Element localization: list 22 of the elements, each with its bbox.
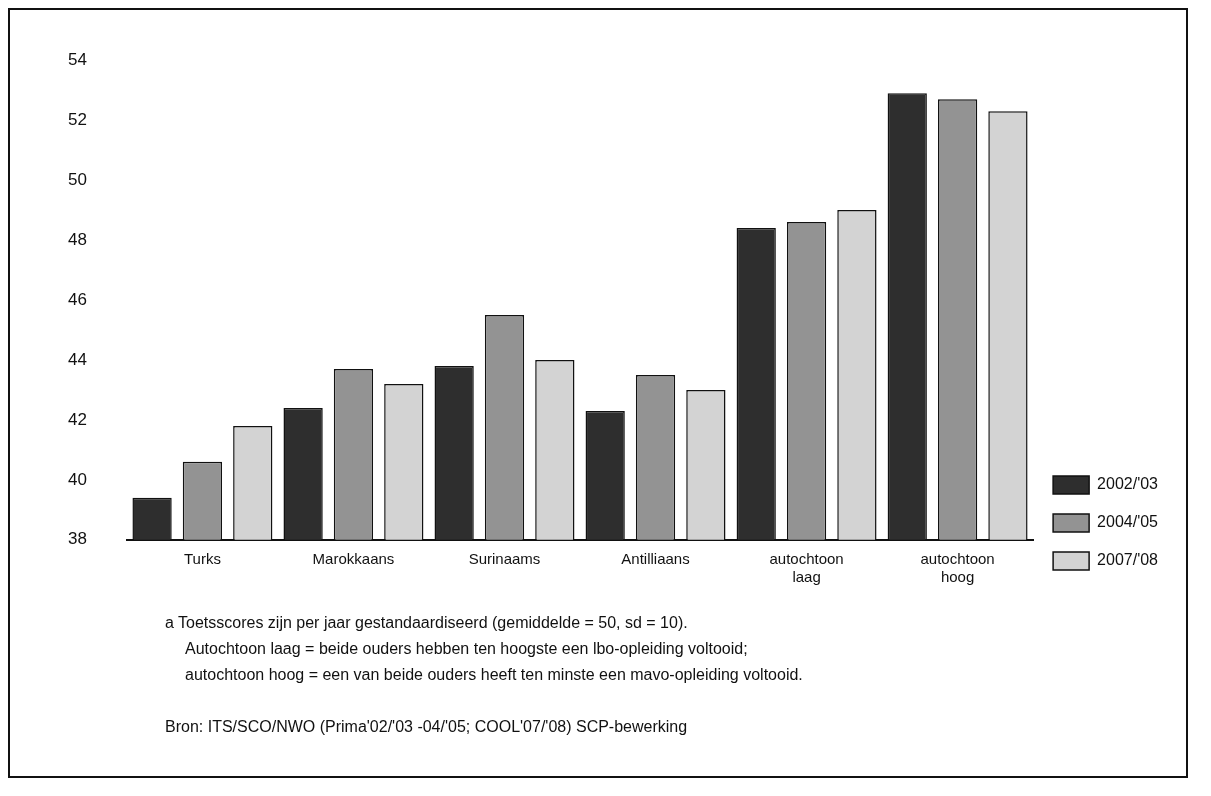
y-tick-label: 44 [67,349,87,369]
y-tick-label: 42 [67,409,87,429]
text: Bron: ITS/SCO/NWO (Prima'02/'03 -04/'05; COOL'07/'08) SCP-bewerking [165,717,689,737]
text: a Toetsscores zijn per jaar gestandaardiseerd (gemiddelde = 50, sd = 10). [165,613,689,633]
legend-label: 2002/'03 [1097,475,1159,493]
x-tick-label: Antilliaans [621,549,690,567]
y-tick-label: 48 [67,229,87,249]
legend-label: 2007/'08 [1097,551,1159,569]
y-tick-label: 46 [67,289,87,309]
x-tick-label: Marokkaans [312,549,395,567]
y-tick-label: 40 [67,469,87,489]
x-tick-label: autochtoon laag [769,549,844,585]
y-tick-label: 52 [67,109,87,129]
legend-label: 2004/'05 [1097,513,1159,531]
x-tick-label: autochtoon hoog [920,549,995,585]
y-tick-label: 54 [67,49,87,69]
text: Autochtoon laag = beide ouders hebben ten hoogste een lbo-opleiding voltooid; [185,639,749,659]
text: autochtoon hoog = een van beide ouders heeft ten minste een mavo-opleiding voltooid. [185,665,804,685]
y-tick-label: 38 [67,529,87,549]
x-tick-label: Turks [183,549,221,567]
y-tick-label: 50 [67,169,87,189]
x-tick-label: Surinaams [468,549,541,567]
